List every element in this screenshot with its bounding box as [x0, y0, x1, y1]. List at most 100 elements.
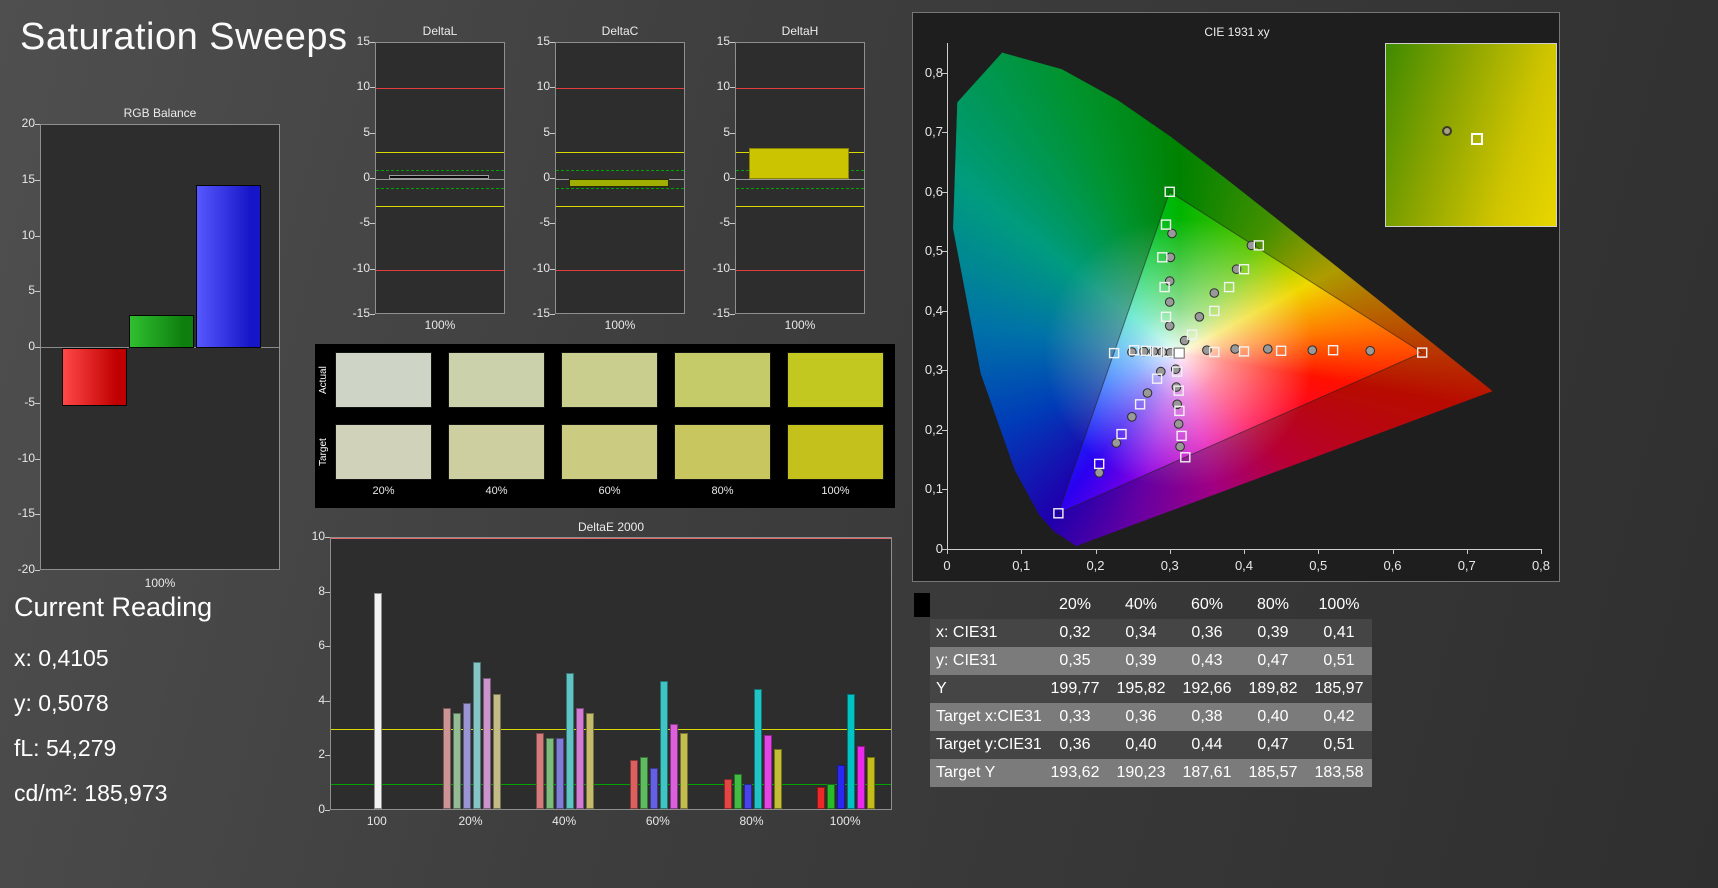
cie-y-tick-label: 0,1	[924, 481, 943, 497]
rgb-y-tick-label: -20	[17, 562, 35, 576]
cie-x-tick-label: 0	[943, 558, 951, 573]
rgb-balance-plot	[40, 124, 280, 570]
deltae-bar	[743, 784, 752, 809]
cie-measured-marker	[1179, 335, 1190, 346]
deltal-title: DeltaL	[422, 24, 458, 38]
cie-target-marker	[1093, 458, 1105, 470]
cie-target-marker	[1159, 281, 1170, 293]
limit-line	[376, 88, 504, 90]
cie-measured-marker	[1173, 419, 1184, 429]
deltae-bar	[669, 724, 678, 809]
swatch-col-label: 40%	[485, 485, 508, 497]
deltae-bar	[733, 773, 742, 809]
current-reading-y: y: 0,5078	[14, 690, 109, 716]
cie-target-marker	[1157, 252, 1168, 263]
table-cell: 0,39	[1257, 624, 1289, 641]
deltae-bar	[472, 661, 481, 809]
delta-y-tick-label: -10	[352, 260, 370, 275]
table-cell: 199,77	[1050, 680, 1100, 697]
cie-measured-marker	[1209, 288, 1220, 298]
table-cell: 0,38	[1191, 708, 1223, 725]
deltae-x-tick-label: 20%	[458, 814, 483, 828]
cie-measured-marker	[1165, 347, 1176, 358]
table-col-header: 40%	[1124, 596, 1158, 613]
deltae-x-tick-label: 100%	[829, 814, 861, 828]
cie-gamut-triangle	[1057, 191, 1424, 515]
table-cell: 183,58	[1314, 764, 1364, 781]
current-reading-x: x: 0,4105	[14, 645, 109, 671]
actual-swatch-20%	[335, 352, 432, 408]
cie-target-marker	[1116, 428, 1127, 440]
deltae-bar	[482, 678, 491, 809]
target-swatch-60%	[561, 424, 658, 480]
cie-x-tick-label: 0,5	[1309, 558, 1328, 573]
cie-x-tick-label: 0,1	[1012, 558, 1031, 573]
limit-line	[736, 206, 864, 208]
cie-y-tick-label: 0,3	[924, 362, 943, 378]
cie-y-tick-label: 0,7	[924, 124, 943, 140]
cie-1931-panel: CIE 1931 xy 0 0 0,1 0,1 0,2 0,2 0,3 0,3 0,4 0,4 0,…	[912, 12, 1560, 582]
deltae-y-tick-label: 8	[318, 583, 325, 598]
deltae-bar	[763, 735, 772, 809]
table-cell: 193,62	[1050, 764, 1100, 781]
current-reading: Current Reading x: 0,4105 y: 0,5078 fL: …	[14, 592, 212, 825]
cie-measured-marker	[1172, 399, 1182, 410]
actual-swatch-80%	[674, 352, 771, 408]
current-reading-fl: fL: 54,279	[14, 735, 117, 761]
rgb-y-tick	[35, 402, 40, 404]
deltah-xaxis-label: 100%	[784, 318, 816, 332]
cie-y-tick-label: 0	[935, 541, 943, 556]
cie-measured-marker	[1230, 344, 1240, 354]
cie-measured-marker	[1175, 441, 1185, 452]
deltae-bar	[679, 732, 688, 809]
table-cell: 0,40	[1125, 736, 1157, 753]
cie-markers-layer	[953, 52, 1493, 546]
cie-measured-marker	[1164, 321, 1175, 331]
cie-target-marker	[1417, 347, 1428, 358]
limit-line	[736, 88, 864, 90]
delta-y-tick-label: -15	[352, 306, 370, 320]
delta-y-tick-label: -10	[712, 260, 730, 275]
cie-target-marker	[1176, 430, 1187, 442]
table-cell: 0,36	[1191, 624, 1223, 641]
rgb-y-tick-label: 5	[28, 283, 35, 298]
limit-line	[376, 206, 504, 208]
deltae-bar	[452, 713, 461, 809]
deltac-xaxis-label: 100%	[604, 318, 636, 332]
deltae-bar	[773, 748, 782, 809]
cie-y-tick-label: 0,4	[924, 302, 943, 318]
table-cell: 0,51	[1323, 652, 1355, 669]
delta-y-tick-label: -5	[719, 215, 730, 230]
rgb-y-tick	[35, 570, 40, 571]
zero-line	[376, 179, 504, 180]
delta-y-tick-label: 0	[543, 170, 550, 184]
table-row-label: Target Y	[936, 764, 996, 781]
limit-line	[376, 188, 504, 190]
table-col-header: 60%	[1190, 596, 1224, 613]
rgb-y-tick-label: 15	[21, 171, 35, 186]
rgb-y-tick	[35, 347, 40, 348]
table-row: Target Y 193,62 190,23 187,61 185,57 183,58	[930, 759, 1372, 787]
deltae-bar	[566, 672, 575, 809]
target-swatch-40%	[448, 424, 545, 480]
rgb-y-tick-label: 0	[28, 339, 35, 353]
cie-target-marker	[1209, 305, 1220, 317]
cie-x-tick-label: 0,6	[1383, 558, 1402, 573]
table-cell: 0,42	[1323, 708, 1355, 725]
cie-target-marker	[1174, 405, 1185, 417]
table-col-header: 100%	[1318, 596, 1360, 613]
cie-target-marker	[1180, 452, 1191, 463]
cie-x-tick-label: 0,4	[1234, 558, 1254, 573]
cie-target-marker	[1140, 345, 1152, 356]
table-cell: 0,32	[1059, 624, 1091, 641]
cie-target-marker	[1151, 346, 1163, 357]
cie-target-marker	[1275, 345, 1287, 356]
deltae-x-tick-label: 60%	[645, 814, 670, 828]
deltae-x-tick-label: 80%	[739, 814, 764, 828]
deltae-bar	[837, 765, 846, 809]
table-cell: 189,82	[1248, 680, 1298, 697]
cie-y-tick-label: 0,2	[924, 421, 943, 437]
deltae-bar	[576, 708, 585, 809]
actual-swatch-100%	[787, 352, 884, 408]
